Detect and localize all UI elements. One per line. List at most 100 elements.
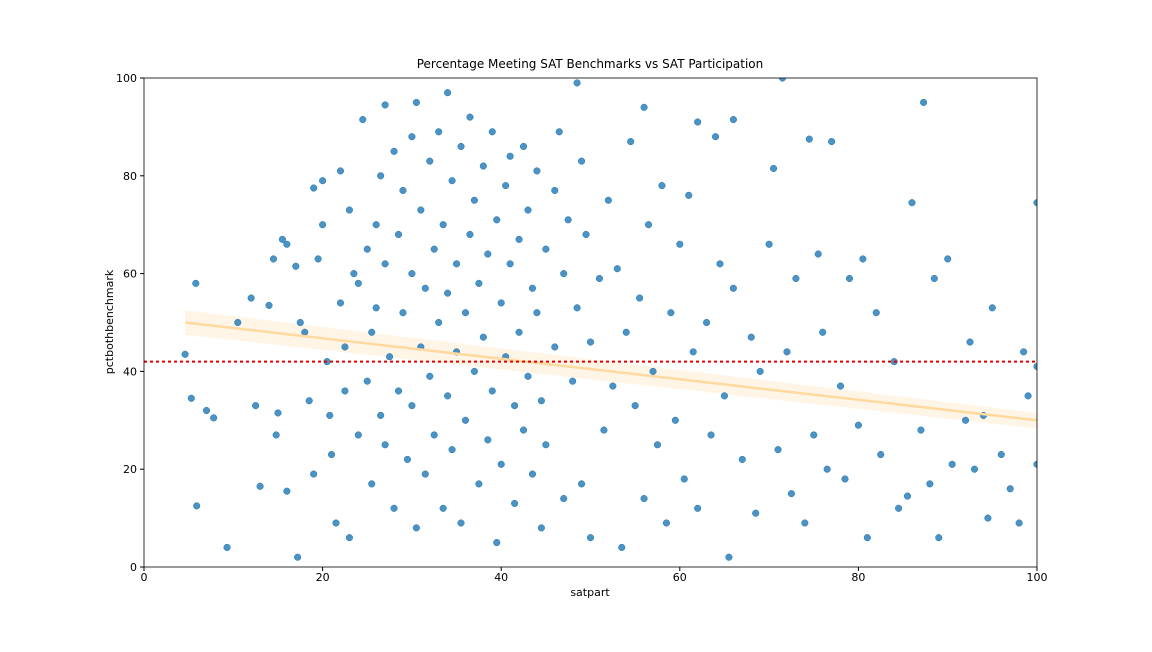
point [223,543,231,551]
point [774,446,782,454]
point [506,260,514,268]
point [372,221,380,229]
point [314,255,322,263]
point [354,279,362,287]
point [917,426,925,434]
point [836,382,845,390]
y-tick-label: 0 [130,561,137,574]
point [466,113,474,121]
point [578,480,586,488]
point [729,116,737,124]
point [716,260,724,268]
point [515,235,523,243]
point [305,397,313,405]
point [336,299,345,307]
x-tick-label: 100 [1027,571,1048,584]
point [649,367,657,375]
point [461,309,470,317]
point [551,186,559,195]
point [283,240,291,248]
point [381,260,389,268]
point [399,186,407,195]
point [511,402,519,410]
point [533,167,541,175]
point [569,377,577,385]
point [381,101,389,109]
point [613,265,621,273]
point [292,262,300,270]
point [1015,519,1023,527]
point [457,142,465,151]
point [694,504,702,512]
point [738,455,746,463]
point [801,519,809,527]
point [863,534,871,542]
point [426,372,434,380]
point [187,394,195,402]
point [234,318,242,327]
point [819,328,827,336]
point [627,138,635,146]
point [319,177,327,185]
point [439,221,447,229]
point [466,230,474,239]
point [210,414,218,422]
point [511,499,519,507]
point [609,382,617,390]
point [622,328,630,336]
point [408,133,416,141]
point [711,133,720,141]
point [470,367,478,375]
point [752,509,760,517]
point [421,470,429,478]
point [386,353,394,361]
point [814,250,822,258]
point [461,416,470,424]
point [368,480,376,488]
point [484,250,492,258]
point [363,377,371,385]
point [377,172,385,180]
point [368,328,376,336]
point [256,482,264,490]
point [1020,348,1028,356]
point [787,490,795,498]
point [640,103,648,111]
point [920,98,928,106]
point [479,162,487,170]
point [644,221,653,229]
point [533,309,541,317]
point [390,147,398,155]
point [421,284,429,292]
axes-frame [143,77,1038,568]
point [502,182,510,190]
point [895,504,903,512]
point [555,128,563,136]
point [765,240,773,248]
point [586,534,595,542]
point [341,343,349,351]
point [326,411,334,419]
point [903,492,912,500]
point [542,441,550,449]
point [859,255,867,263]
point [377,411,385,419]
point [560,270,568,278]
point [327,450,336,459]
point [444,89,452,97]
point [604,196,612,204]
point [336,167,345,175]
y-tick-label: 60 [123,268,137,281]
point [399,309,407,317]
point [662,519,670,527]
point [390,504,398,512]
point [573,304,581,312]
point [278,235,286,243]
point [408,402,416,410]
point [756,367,764,375]
point [359,116,367,124]
point [435,318,443,327]
point [770,164,778,173]
